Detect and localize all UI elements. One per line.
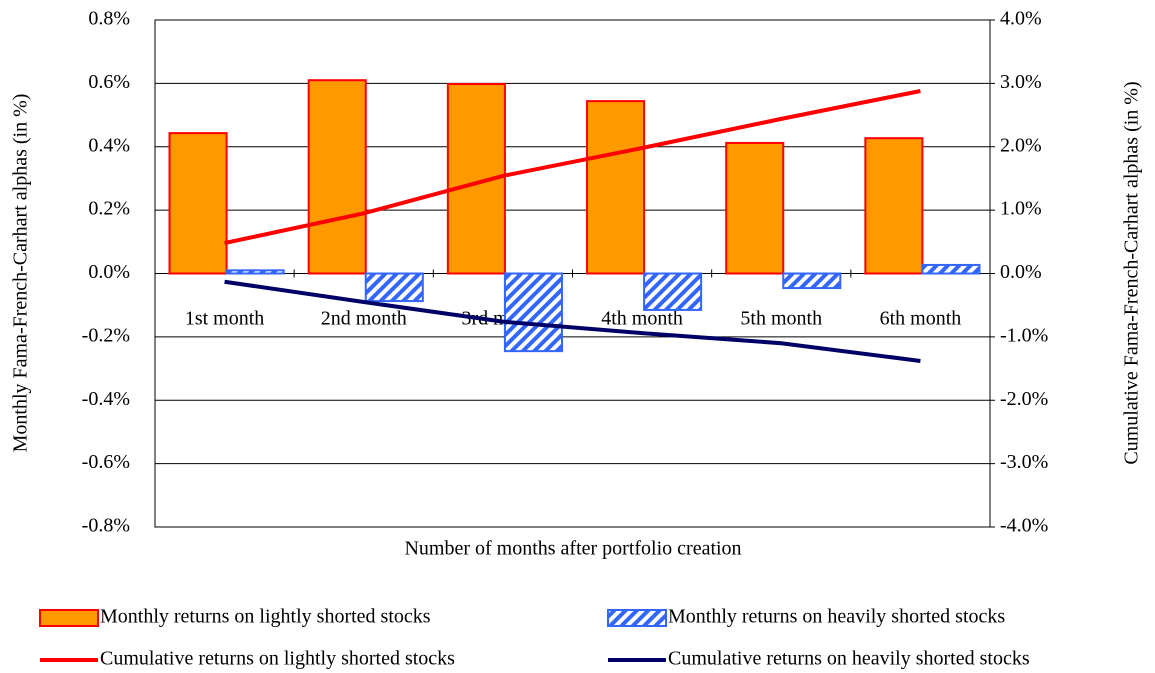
bar: [782, 272, 842, 290]
x-tick-label: 4th month: [601, 308, 683, 330]
x-tick-label: 1st month: [185, 308, 264, 330]
legend-label: Cumulative returns on lightly shorted st…: [100, 648, 455, 670]
y2-tick-label: 2.0%: [1000, 134, 1042, 156]
line: [224, 89, 921, 246]
y-tick-label: 0.2%: [88, 198, 130, 220]
y2-tick-label: 1.0%: [1000, 198, 1042, 220]
bar: [725, 141, 785, 275]
y2-tick-label: -1.0%: [1000, 324, 1048, 346]
x-axis-title: Number of months after portfolio creatio…: [404, 538, 741, 560]
bar: [307, 79, 367, 275]
y2-axis-title: Cumulative Fama-French-Carhart alphas (i…: [1121, 81, 1143, 464]
y2-tick-label: 3.0%: [1000, 71, 1042, 93]
bar: [921, 263, 981, 275]
y2-tick-label: -2.0%: [1000, 388, 1048, 410]
y2-tick-label: -4.0%: [1000, 515, 1048, 537]
bar: [364, 272, 424, 303]
bar: [168, 132, 228, 275]
legend-swatch: [39, 609, 99, 627]
bar: [643, 272, 703, 311]
line: [224, 279, 921, 363]
bar: [586, 100, 646, 275]
y-axis-title: Monthly Fama-French-Carhart alphas (in %…: [10, 94, 32, 453]
legend-label: Cumulative returns on heavily shorted st…: [668, 648, 1030, 670]
y2-tick-label: 4.0%: [1000, 8, 1042, 30]
x-tick-label: 5th month: [740, 308, 822, 330]
y-tick-label: 0.6%: [88, 71, 130, 93]
y-tick-label: 0.4%: [88, 134, 130, 156]
bar: [503, 272, 563, 353]
legend-swatch: [607, 609, 667, 627]
y-tick-label: -0.6%: [82, 451, 130, 473]
y-tick-label: 0.8%: [88, 8, 130, 30]
y-tick-label: -0.2%: [82, 324, 130, 346]
legend-label: Monthly returns on lightly shorted stock…: [100, 606, 431, 628]
x-tick-label: 6th month: [880, 308, 962, 330]
bar: [864, 137, 924, 275]
x-tick-label: 2nd month: [321, 308, 407, 330]
y-tick-label: -0.4%: [82, 388, 130, 410]
y2-tick-label: -3.0%: [1000, 451, 1048, 473]
y-tick-label: -0.8%: [82, 515, 130, 537]
y-tick-label: 0.0%: [88, 261, 130, 283]
y2-tick-label: 0.0%: [1000, 261, 1042, 283]
bar: [225, 269, 285, 275]
legend-label: Monthly returns on heavily shorted stock…: [668, 606, 1005, 628]
